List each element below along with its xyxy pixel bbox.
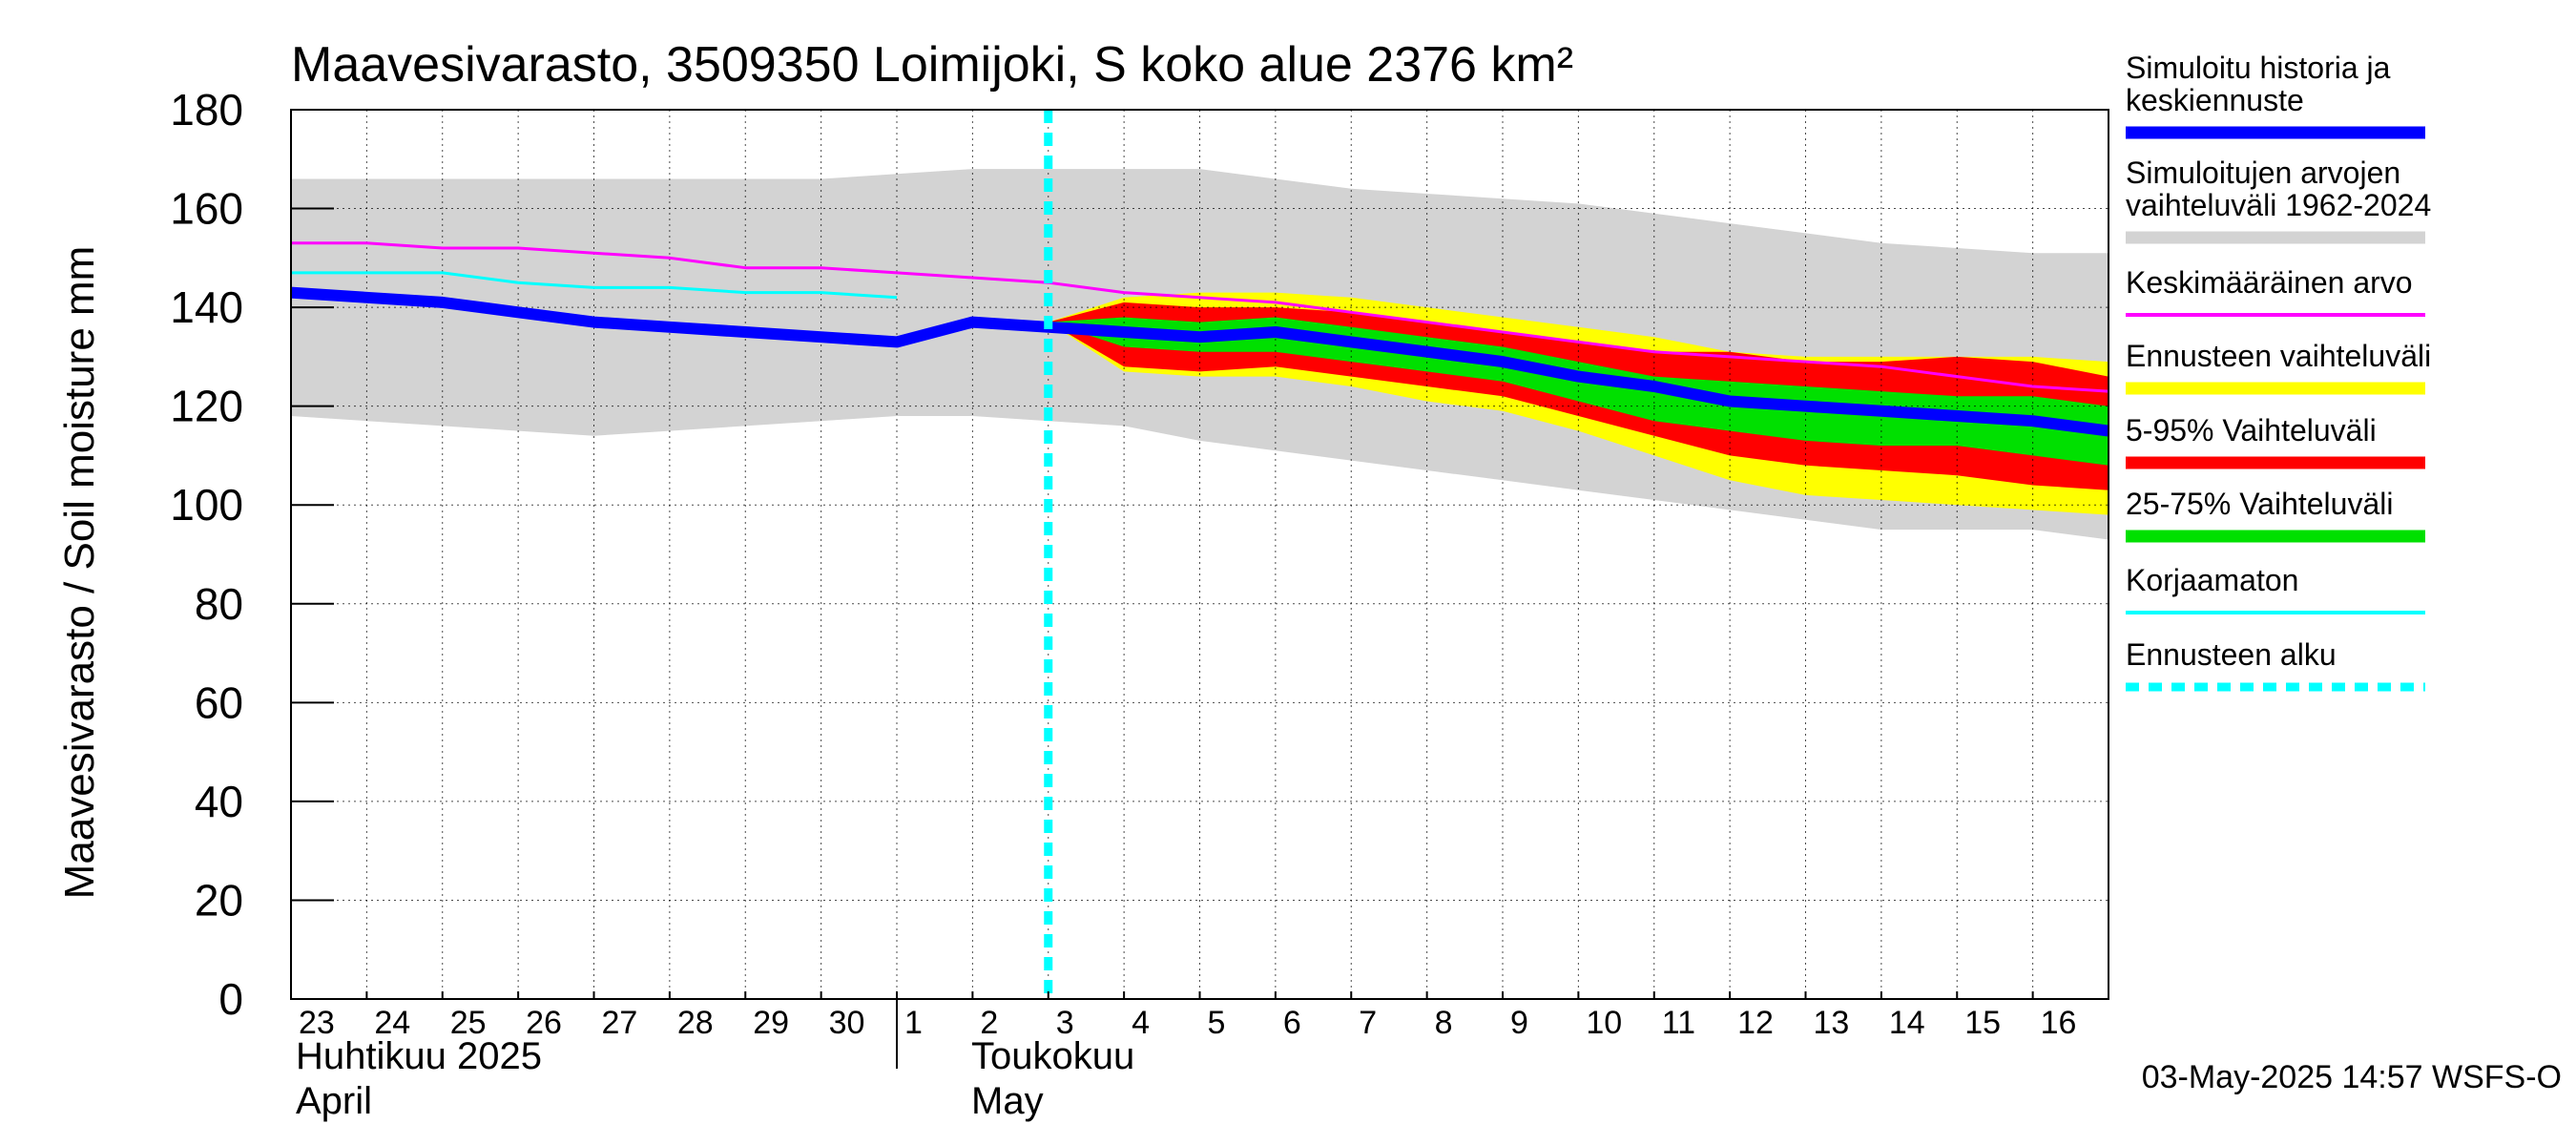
chart-title: Maavesivarasto, 3509350 Loimijoki, S kok… [291, 37, 1573, 93]
legend-label: vaihteluväli 1962-2024 [2126, 188, 2431, 222]
x-tick-label: 1 [904, 1005, 923, 1041]
x-tick-label: 30 [829, 1005, 865, 1041]
legend-label: Ennusteen vaihteluväli [2126, 339, 2431, 373]
x-tick-label: 15 [1964, 1005, 2001, 1041]
legend-label: 5-95% Vaihteluväli [2126, 413, 2377, 448]
y-tick-label: 140 [170, 282, 243, 332]
legend-label: Simuloitu historia ja [2126, 51, 2391, 85]
y-tick-label: 120 [170, 382, 243, 431]
x-tick-label: 6 [1283, 1005, 1301, 1041]
x-tick-label: 28 [677, 1005, 714, 1041]
x-tick-label: 24 [374, 1005, 410, 1041]
y-tick-label: 20 [195, 875, 243, 925]
month-label-fi-may: Toukokuu [971, 1035, 1134, 1077]
x-tick-label: 26 [526, 1005, 562, 1041]
x-tick-label: 14 [1889, 1005, 1925, 1041]
month-label-en-april: April [296, 1080, 372, 1122]
footer-timestamp: 03-May-2025 14:57 WSFS-O [2142, 1059, 2562, 1095]
legend-label: Korjaamaton [2126, 563, 2298, 597]
y-tick-label: 80 [195, 579, 243, 629]
x-tick-label: 27 [602, 1005, 638, 1041]
x-tick-label: 3 [1056, 1005, 1074, 1041]
x-tick-label: 7 [1359, 1005, 1377, 1041]
x-tick-label: 9 [1510, 1005, 1528, 1041]
y-axis-label: Maavesivarasto / Soil moisture mm [56, 246, 103, 900]
x-tick-label: 23 [299, 1005, 335, 1041]
y-tick-label: 0 [218, 974, 243, 1024]
y-tick-label: 180 [170, 85, 243, 135]
x-tick-label: 25 [450, 1005, 487, 1041]
y-tick-label: 40 [195, 777, 243, 826]
line-uncorrected [291, 271, 898, 300]
line-mean [291, 241, 2109, 393]
x-tick-label: 16 [2041, 1005, 2077, 1041]
line-simulated [290, 286, 2109, 437]
x-tick-label: 12 [1737, 1005, 1774, 1041]
legend-label: 25-75% Vaihteluväli [2126, 487, 2393, 521]
legend-label: Simuloitujen arvojen [2126, 156, 2400, 190]
legend-label: keskiennuste [2126, 83, 2304, 117]
x-tick-label: 5 [1208, 1005, 1226, 1041]
y-tick-label: 60 [195, 677, 243, 727]
x-tick-label: 2 [980, 1005, 998, 1041]
x-tick-label: 13 [1814, 1005, 1850, 1041]
x-tick-label: 11 [1662, 1005, 1695, 1041]
month-label-en-may: May [971, 1080, 1044, 1122]
month-label-fi-april: Huhtikuu 2025 [296, 1035, 542, 1077]
legend-label: Keskimääräinen arvo [2126, 265, 2413, 300]
y-tick-label: 160 [170, 184, 243, 234]
line-layer [290, 110, 2109, 999]
x-tick-label: 4 [1132, 1005, 1150, 1041]
y-tick-label: 100 [170, 480, 243, 530]
x-tick-label: 8 [1435, 1005, 1453, 1041]
legend-label: Ennusteen alku [2126, 637, 2337, 672]
x-tick-label: 29 [753, 1005, 789, 1041]
x-tick-label: 10 [1586, 1005, 1622, 1041]
